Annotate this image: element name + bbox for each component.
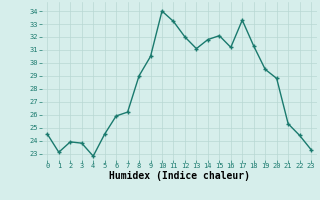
- X-axis label: Humidex (Indice chaleur): Humidex (Indice chaleur): [109, 171, 250, 181]
